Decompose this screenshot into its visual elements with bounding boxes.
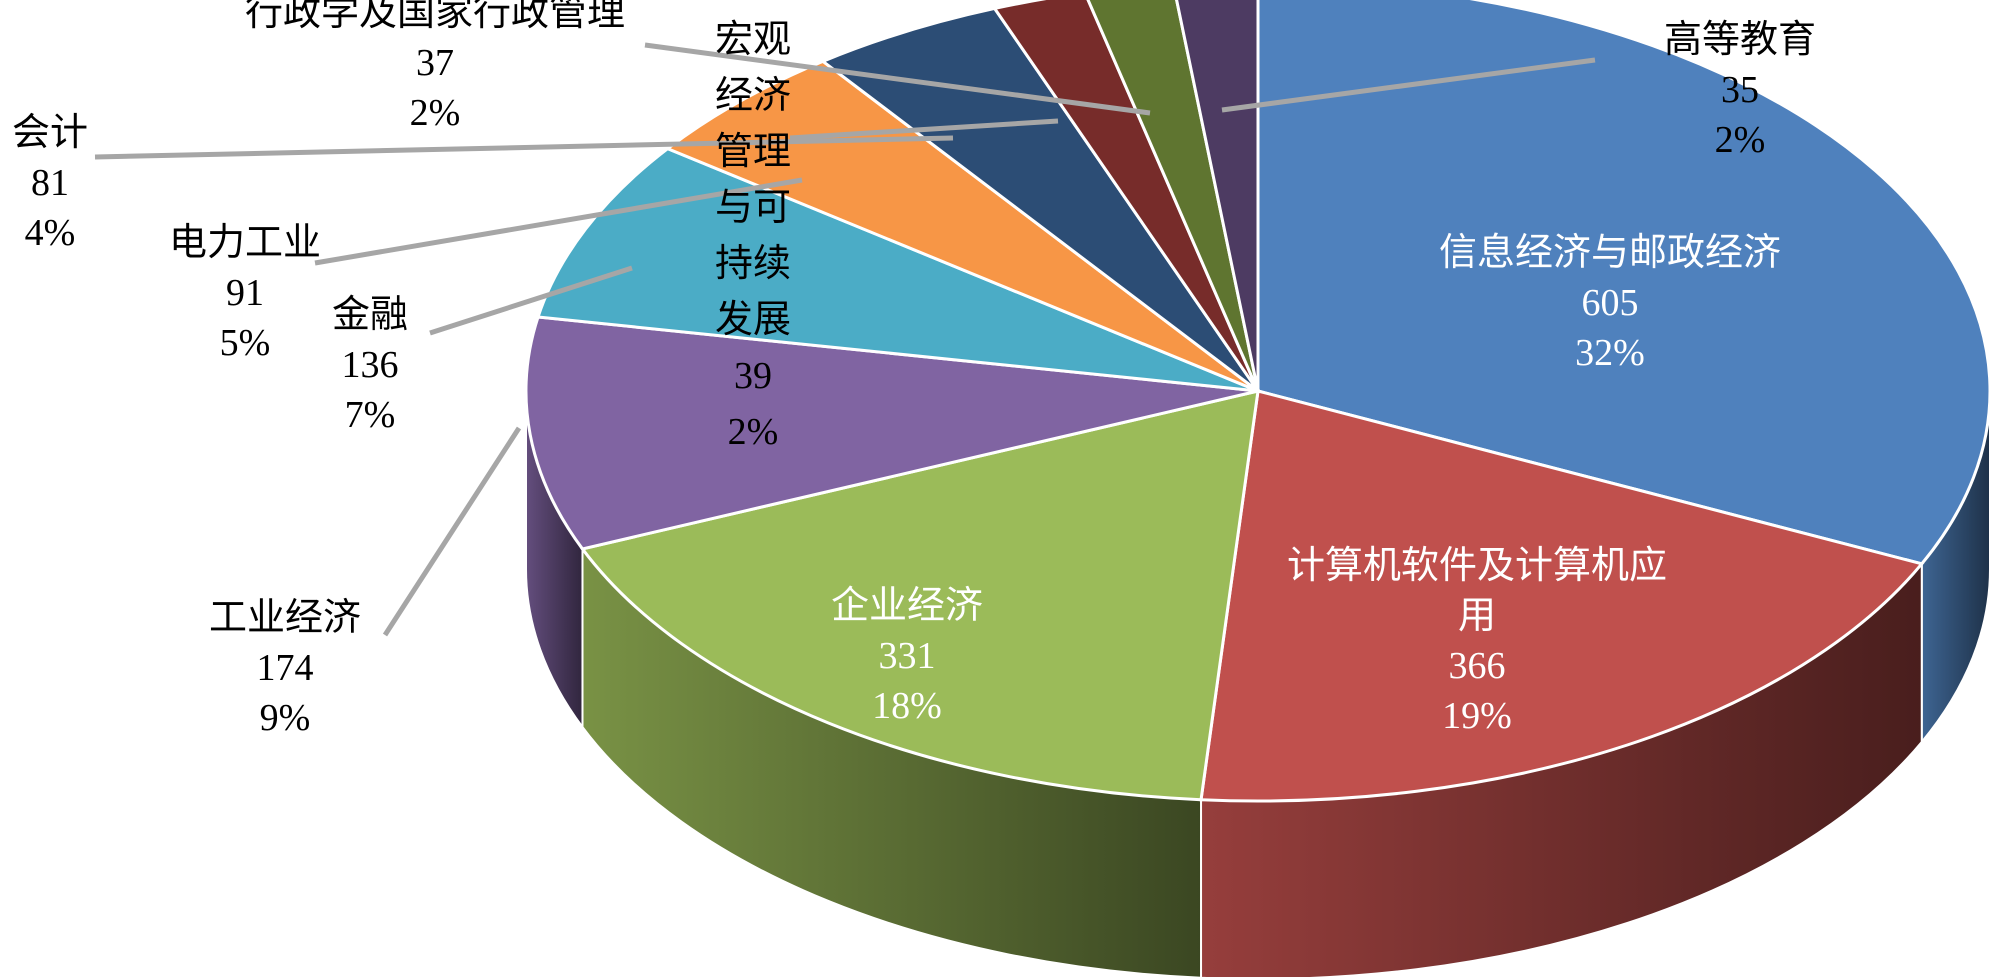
data-label: 高等教育 35 2% — [1664, 19, 1816, 161]
leader-line — [644, 42, 1151, 116]
data-label: 企业经济 331 18% — [831, 585, 983, 727]
data-label: 会计 81 4% — [12, 112, 88, 254]
leader-line — [789, 118, 1059, 141]
pie-slice — [1086, 0, 1260, 392]
pie-slice — [992, 0, 1260, 392]
leader-line — [314, 177, 803, 266]
pie-slice — [819, 6, 1260, 393]
pie-slice — [579, 389, 1260, 802]
data-label: 信息经济与邮政经济 605 32% — [1439, 232, 1781, 374]
leader-line — [1221, 57, 1596, 113]
data-label: 行政学及国家行政管理 37 2% — [245, 0, 625, 134]
pie-slice — [1256, 0, 1992, 566]
pie-slice — [524, 315, 1259, 551]
pie-top — [524, 0, 1992, 803]
leader-lines — [94, 42, 1596, 637]
pie-slice — [1199, 389, 1925, 803]
leader-line — [429, 265, 633, 336]
data-labels: 信息经济与邮政经济 605 32% 计算机软件及计算机应用 366 19% 企业经济 331 1… — [12, 0, 1816, 739]
pie-side-walls — [525, 390, 1991, 977]
data-label: 宏观经济管理与可持续发展 39 2% — [715, 19, 791, 453]
leader-line — [382, 426, 522, 637]
data-label: 工业经济 174 9% — [209, 597, 361, 739]
pie-slice — [536, 146, 1259, 393]
pie-slice — [1175, 0, 1260, 392]
data-label: 计算机软件及计算机应用 366 19% — [1287, 545, 1667, 737]
leader-line — [94, 135, 954, 160]
data-label: 金融 136 7% — [332, 294, 408, 436]
data-label: 电力工业 91 5% — [169, 222, 321, 364]
